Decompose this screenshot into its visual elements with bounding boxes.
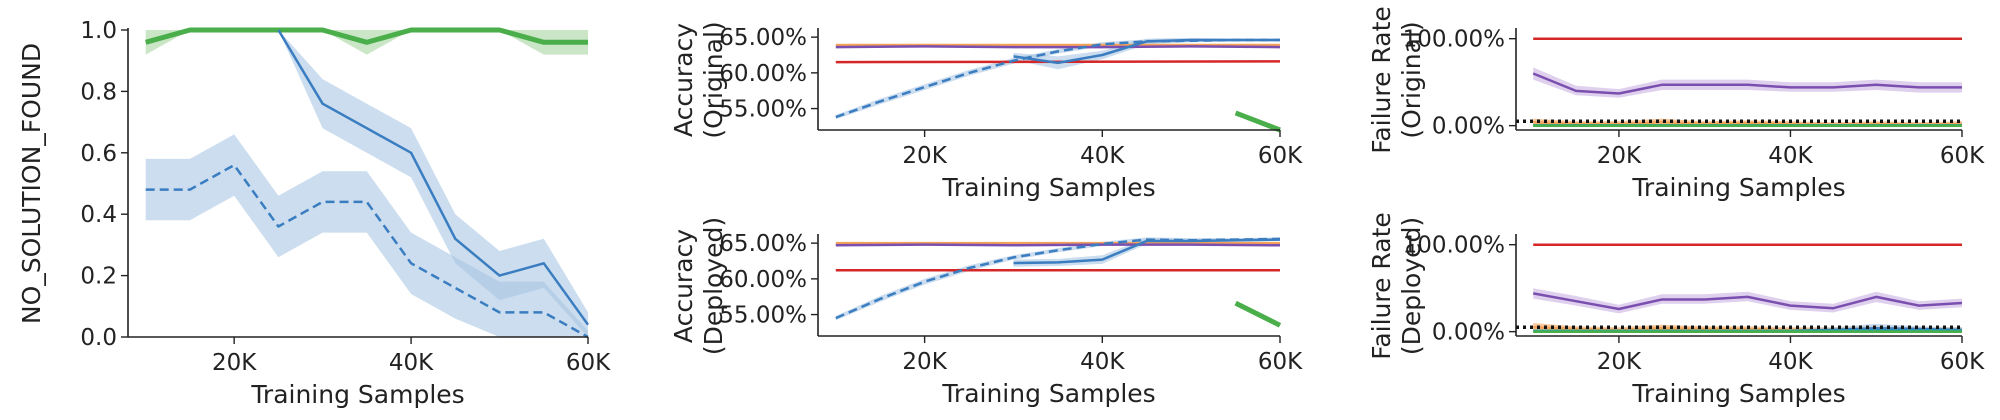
y-tick-label: 55.00% (719, 303, 807, 329)
plot-p4: 20K 40K 60K 55.00% 60.00% 65.00% Training Samp… (669, 217, 1303, 408)
x-axis-label: Training Samples (941, 173, 1155, 202)
y-tick-label: 0.8 (80, 79, 117, 105)
plot-area (1516, 37, 1963, 127)
series-line (145, 163, 589, 339)
x-tick-label: 60K (1258, 143, 1303, 169)
y-tick-label: 0.00% (1432, 114, 1505, 140)
y-tick-label: 100.00% (1403, 233, 1505, 259)
series-band (278, 30, 588, 337)
plot-p1: 20K 40K 60K 0.0 0.2 0.4 0.6 0.8 1.0 Training Samp… (17, 18, 611, 409)
y-tick-label: 65.00% (719, 25, 807, 51)
series-line (1234, 110, 1281, 133)
y-axis-label-line: (Original) (1397, 21, 1426, 138)
plot-area (835, 37, 1281, 133)
y-tick-label: 0.00% (1432, 320, 1505, 346)
y-axis-label-line: Accuracy (669, 229, 698, 343)
x-axis-label: Training Samples (1631, 379, 1845, 408)
x-axis-label: Training Samples (941, 379, 1155, 408)
x-tick-label: 60K (1940, 143, 1985, 169)
series-line (835, 45, 1281, 49)
x-axis-label: Training Samples (1631, 173, 1845, 202)
series-line (835, 243, 1281, 247)
y-axis-label-line: Accuracy (669, 23, 698, 137)
x-tick-label: 60K (1258, 349, 1303, 375)
series-band (1533, 288, 1962, 314)
x-tick-label: 60K (566, 350, 611, 376)
series-band (145, 134, 588, 337)
x-tick-label: 20K (1597, 143, 1642, 169)
x-tick-label: 40K (1768, 143, 1813, 169)
plot-area (1516, 243, 1963, 333)
x-axis-label: Training Samples (250, 380, 464, 409)
x-tick-label: 40K (1080, 349, 1125, 375)
y-tick-label: 60.00% (719, 61, 807, 87)
series-band (1013, 238, 1280, 267)
plot-p5: 20K 40K 60K 0.00% 100.00% Training Samples Fai… (1367, 212, 1985, 408)
plot-area (145, 27, 590, 339)
plot-p3: 20K 40K 60K 0.00% 100.00% Training Samples Fai… (1367, 6, 1985, 202)
series-line (1234, 300, 1282, 328)
plot-area (835, 237, 1282, 328)
x-tick-label: 40K (389, 350, 434, 376)
x-tick-label: 40K (1768, 349, 1813, 375)
y-axis-label: Accuracy(Original) (669, 21, 728, 138)
y-tick-label: 0.0 (80, 325, 117, 351)
series-line (277, 29, 590, 326)
x-tick-label: 60K (1940, 349, 1985, 375)
series-line (145, 27, 588, 45)
y-axis-label: Failure Rate(Original) (1367, 6, 1426, 154)
plot-p2: 20K 40K 60K 55.00% 60.00% 65.00% Training Samp… (669, 21, 1303, 202)
x-tick-label: 20K (1597, 349, 1642, 375)
x-tick-label: 40K (1080, 143, 1125, 169)
y-tick-label: 1.0 (80, 18, 117, 44)
y-axis-label-line: (Original) (699, 21, 728, 138)
y-tick-label: 100.00% (1403, 27, 1505, 53)
y-tick-label: 0.6 (80, 141, 117, 167)
y-axis-label: Failure Rate(Deployed) (1367, 212, 1426, 360)
y-axis-label: Accuracy(Deployed) (669, 217, 728, 355)
x-tick-label: 20K (212, 350, 257, 376)
x-tick-label: 20K (902, 143, 947, 169)
y-tick-label: 0.2 (80, 264, 117, 290)
y-tick-label: 55.00% (719, 97, 807, 123)
x-tick-label: 20K (902, 349, 947, 375)
y-tick-label: 0.4 (80, 202, 117, 228)
y-axis-label: NO_SOLUTION_FOUND (17, 43, 46, 324)
y-axis-label-line: (Deployed) (1397, 217, 1426, 355)
series-line (1532, 292, 1963, 311)
series-line (1013, 238, 1281, 265)
series-line (1532, 72, 1962, 95)
y-axis-label-line: Failure Rate (1367, 6, 1396, 154)
y-tick-label: 65.00% (719, 231, 807, 257)
y-axis-label-line: (Deployed) (699, 217, 728, 355)
y-axis-label-line: Failure Rate (1367, 212, 1396, 360)
series-line (1013, 38, 1280, 65)
y-tick-label: 60.00% (719, 267, 807, 293)
